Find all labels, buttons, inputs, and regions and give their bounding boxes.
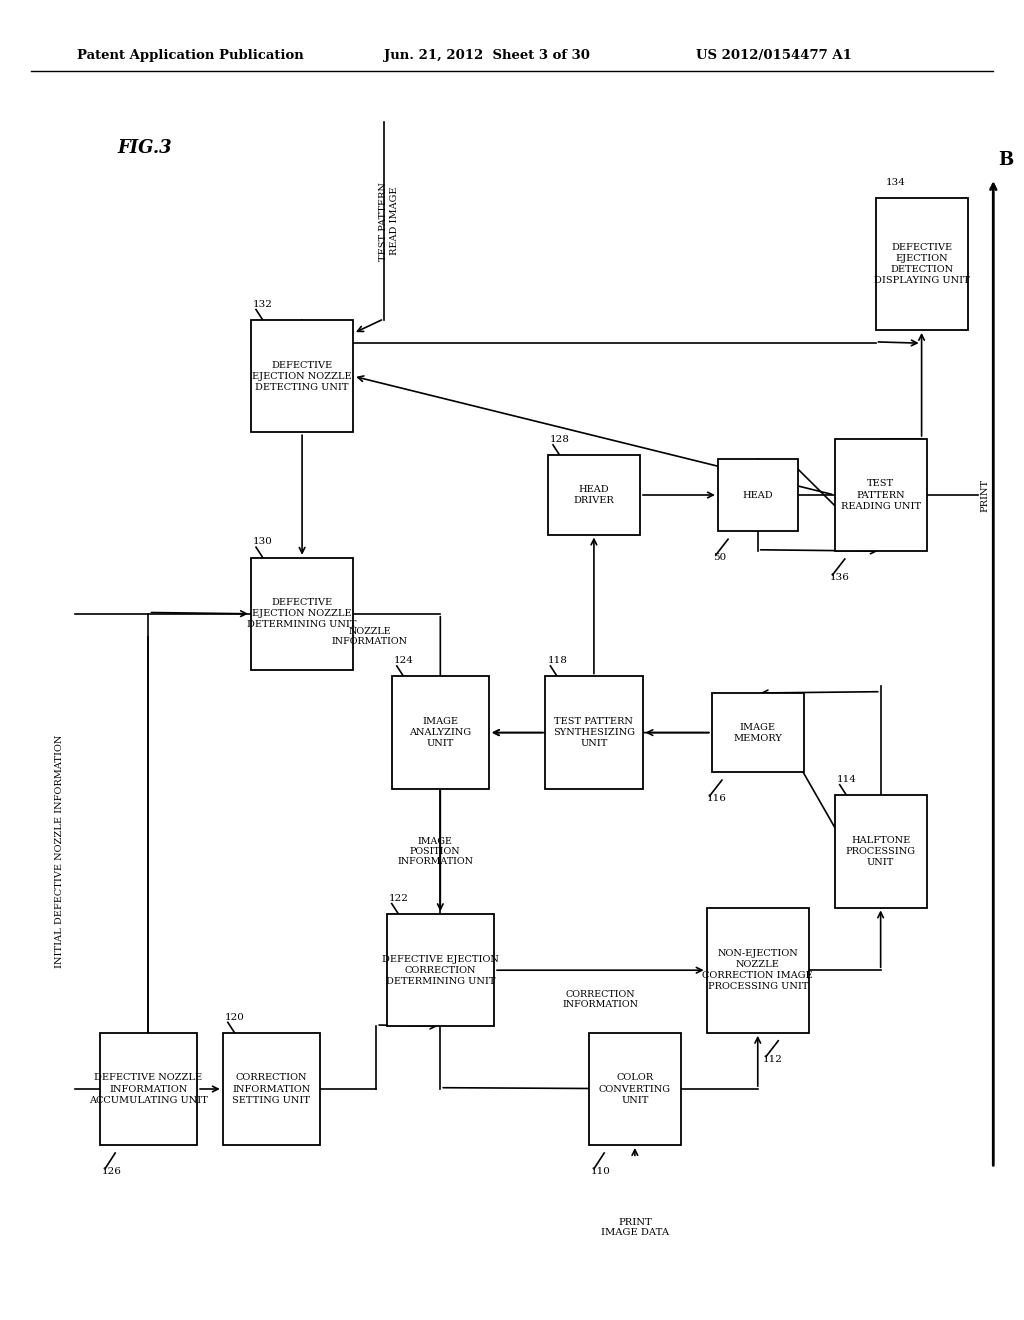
Text: HALFTONE
PROCESSING
UNIT: HALFTONE PROCESSING UNIT <box>846 836 915 867</box>
Text: 126: 126 <box>101 1167 122 1176</box>
Text: 50: 50 <box>713 553 726 562</box>
FancyBboxPatch shape <box>548 455 640 535</box>
FancyBboxPatch shape <box>876 198 968 330</box>
Text: CORRECTION
INFORMATION
SETTING UNIT: CORRECTION INFORMATION SETTING UNIT <box>232 1073 310 1105</box>
FancyBboxPatch shape <box>712 693 804 772</box>
Text: PRINT: PRINT <box>980 478 989 512</box>
Text: NOZZLE
INFORMATION: NOZZLE INFORMATION <box>332 627 408 647</box>
FancyBboxPatch shape <box>251 321 353 433</box>
Text: TEST
PATTERN
READING UNIT: TEST PATTERN READING UNIT <box>841 479 921 511</box>
Text: PRINT
IMAGE DATA: PRINT IMAGE DATA <box>601 1217 669 1237</box>
FancyBboxPatch shape <box>707 908 809 1032</box>
FancyBboxPatch shape <box>387 913 494 1027</box>
FancyBboxPatch shape <box>99 1032 197 1146</box>
Text: DEFECTIVE EJECTION
CORRECTION
DETERMINING UNIT: DEFECTIVE EJECTION CORRECTION DETERMININ… <box>382 954 499 986</box>
Text: TEST PATTERN
SYNTHESIZING
UNIT: TEST PATTERN SYNTHESIZING UNIT <box>553 717 635 748</box>
Text: Patent Application Publication: Patent Application Publication <box>77 49 303 62</box>
Text: HEAD: HEAD <box>742 491 773 499</box>
Text: 116: 116 <box>707 795 726 804</box>
Text: NON-EJECTION
NOZZLE
CORRECTION IMAGE
PROCESSING UNIT: NON-EJECTION NOZZLE CORRECTION IMAGE PRO… <box>702 949 813 991</box>
Text: DEFECTIVE NOZZLE
INFORMATION
ACCUMULATING UNIT: DEFECTIVE NOZZLE INFORMATION ACCUMULATIN… <box>89 1073 208 1105</box>
Text: 132: 132 <box>253 300 272 309</box>
FancyBboxPatch shape <box>251 557 353 671</box>
Text: 134: 134 <box>886 178 905 187</box>
Text: 136: 136 <box>829 573 849 582</box>
Text: Jun. 21, 2012  Sheet 3 of 30: Jun. 21, 2012 Sheet 3 of 30 <box>384 49 590 62</box>
Text: 118: 118 <box>547 656 567 665</box>
Text: 122: 122 <box>389 894 409 903</box>
FancyBboxPatch shape <box>545 676 643 788</box>
Text: US 2012/0154477 A1: US 2012/0154477 A1 <box>696 49 852 62</box>
Text: CORRECTION
INFORMATION: CORRECTION INFORMATION <box>562 990 638 1010</box>
Text: IMAGE
POSITION
INFORMATION: IMAGE POSITION INFORMATION <box>397 837 473 866</box>
Text: COLOR
CONVERTING
UNIT: COLOR CONVERTING UNIT <box>599 1073 671 1105</box>
Text: 128: 128 <box>550 436 569 445</box>
Text: 114: 114 <box>837 775 856 784</box>
Text: TEST PATTERN
READ IMAGE: TEST PATTERN READ IMAGE <box>380 182 398 260</box>
FancyBboxPatch shape <box>589 1032 681 1146</box>
FancyBboxPatch shape <box>835 438 927 552</box>
Text: IMAGE
ANALYZING
UNIT: IMAGE ANALYZING UNIT <box>410 717 471 748</box>
Text: DEFECTIVE
EJECTION NOZZLE
DETECTING UNIT: DEFECTIVE EJECTION NOZZLE DETECTING UNIT <box>252 360 352 392</box>
Text: 120: 120 <box>225 1012 245 1022</box>
FancyBboxPatch shape <box>835 795 927 908</box>
Text: 130: 130 <box>253 537 272 546</box>
Text: 110: 110 <box>591 1167 610 1176</box>
Text: B: B <box>998 150 1014 169</box>
Text: HEAD
DRIVER: HEAD DRIVER <box>573 484 614 506</box>
Text: FIG.3: FIG.3 <box>118 139 172 157</box>
Text: IMAGE
MEMORY: IMAGE MEMORY <box>733 722 782 743</box>
Text: 112: 112 <box>763 1055 782 1064</box>
FancyBboxPatch shape <box>223 1032 319 1146</box>
Text: DEFECTIVE
EJECTION
DETECTION
DISPLAYING UNIT: DEFECTIVE EJECTION DETECTION DISPLAYING … <box>873 243 970 285</box>
Text: INITIAL DEFECTIVE NOZZLE INFORMATION: INITIAL DEFECTIVE NOZZLE INFORMATION <box>55 735 63 968</box>
FancyBboxPatch shape <box>718 458 798 531</box>
Text: 124: 124 <box>393 656 414 665</box>
FancyBboxPatch shape <box>391 676 489 788</box>
Text: DEFECTIVE
EJECTION NOZZLE
DETERMINING UNIT: DEFECTIVE EJECTION NOZZLE DETERMINING UN… <box>248 598 356 630</box>
